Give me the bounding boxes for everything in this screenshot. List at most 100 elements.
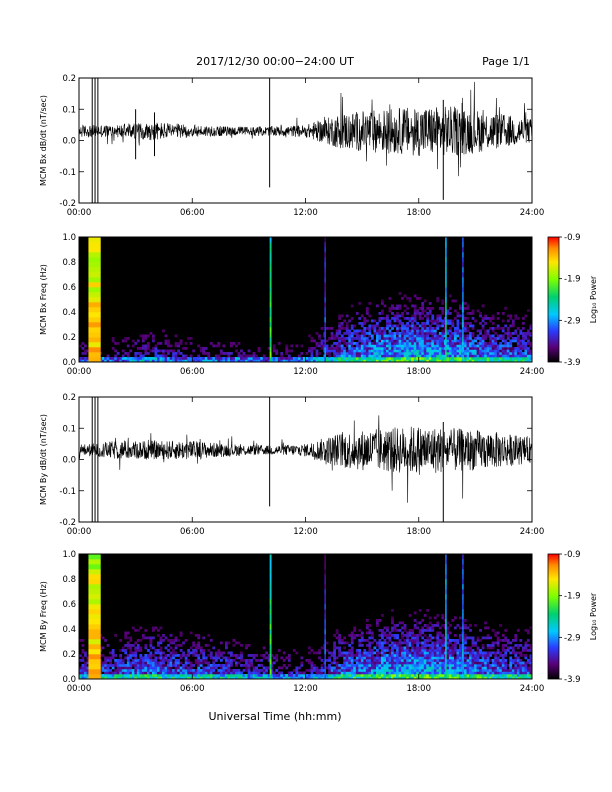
spectrogram-cell xyxy=(370,342,374,345)
y-tick-label: 0.0 xyxy=(62,675,76,685)
spectrogram-cell xyxy=(436,324,440,328)
spectrogram-cell xyxy=(204,656,208,660)
spectrogram-cell xyxy=(504,654,508,657)
spectrogram-cell xyxy=(441,299,445,303)
spectrogram-cell xyxy=(343,676,347,680)
spectrogram-cell xyxy=(529,669,533,672)
spectrogram-cell xyxy=(496,312,500,315)
spectrogram-cell xyxy=(373,354,377,358)
spectrogram-cell xyxy=(368,352,372,355)
spectrogram-cell xyxy=(403,671,407,675)
spectrogram-cell xyxy=(330,654,334,657)
spectrogram-cell xyxy=(489,664,493,667)
spectrogram-cell xyxy=(159,646,163,650)
spectrogram-cell xyxy=(197,664,201,667)
spectrogram-cell xyxy=(393,307,397,310)
spectrogram-cell xyxy=(438,649,442,652)
spectrogram-cell xyxy=(162,664,165,667)
spectrogram-cell xyxy=(411,347,415,350)
spectrogram-cell xyxy=(416,634,420,637)
spectrogram-cell xyxy=(285,359,289,363)
y-tick-label: 0.1 xyxy=(62,424,76,434)
spectrogram-cell xyxy=(453,354,457,358)
spectrogram-cell xyxy=(358,329,362,333)
spectrogram-cell xyxy=(270,669,274,672)
spectrogram-cell xyxy=(383,674,387,677)
spectrogram-cell xyxy=(368,342,372,345)
spectrogram-cell xyxy=(486,674,490,677)
spectrogram-cell xyxy=(194,359,198,363)
spectrogram-cell xyxy=(348,661,352,665)
spectrogram-cell xyxy=(496,666,500,670)
spectrogram-cell xyxy=(451,344,455,348)
spectrogram-cell xyxy=(282,664,286,667)
spectrogram-cell xyxy=(406,349,409,353)
spectrogram-cell xyxy=(365,352,369,355)
spectrogram-cell xyxy=(408,332,412,335)
spectrogram-cell xyxy=(403,641,407,645)
spectrogram-cell xyxy=(280,352,284,355)
spectrogram-cell xyxy=(375,669,379,672)
spectrogram-cell xyxy=(375,324,379,328)
spectrogram-cell xyxy=(438,671,442,675)
spectrogram-cell xyxy=(496,349,500,353)
spectrogram-cell xyxy=(182,674,185,677)
spectrogram-cell xyxy=(474,349,477,353)
spectrogram-cell xyxy=(423,634,427,637)
spectrogram-cell xyxy=(109,357,113,360)
spectrogram-cell xyxy=(157,342,160,345)
spectrogram-cell xyxy=(79,669,82,672)
spectrogram-cell xyxy=(197,666,201,670)
spectrogram-cell xyxy=(167,339,170,343)
spectrogram-cell xyxy=(345,342,349,345)
spectrogram-cell xyxy=(358,651,362,655)
spectrogram-cell xyxy=(159,641,163,645)
spectrogram-cell xyxy=(285,676,289,680)
spectrogram-cell xyxy=(519,354,523,358)
spectrogram-cell xyxy=(428,646,432,650)
broadband-event xyxy=(269,659,272,665)
spectrogram-cell xyxy=(378,619,382,622)
spectrogram-cell xyxy=(308,674,311,677)
spectrogram-cell xyxy=(373,344,377,348)
spectrogram-cell xyxy=(403,674,407,677)
spectrogram-cell xyxy=(355,352,359,355)
spectrogram-cell xyxy=(144,344,148,348)
spectrogram-cell xyxy=(363,651,367,655)
spectrogram-cell xyxy=(136,339,140,343)
spectrogram-cell xyxy=(428,666,432,670)
broadband-event xyxy=(445,569,447,575)
spectrogram-cell xyxy=(516,669,520,672)
spectrogram-cell xyxy=(368,334,372,338)
spectrogram-cell xyxy=(325,674,329,677)
broadband-event xyxy=(88,352,101,358)
spectrogram-cell xyxy=(184,654,188,657)
spectrogram-cell xyxy=(179,669,183,672)
spectrogram-cell xyxy=(275,659,279,662)
spectrogram-cell xyxy=(423,354,427,358)
spectrogram-cell xyxy=(526,666,530,670)
spectrogram-cell xyxy=(348,664,352,667)
spectrogram-cell xyxy=(167,359,170,363)
broadband-event xyxy=(324,624,326,630)
spectrogram-cell xyxy=(222,674,226,677)
spectrogram-cell xyxy=(408,629,412,632)
spectrogram-cell xyxy=(431,319,435,323)
spectrogram-cell xyxy=(260,676,264,680)
broadband-event xyxy=(269,267,272,273)
spectrogram-cell xyxy=(446,342,450,345)
spectrogram-cell xyxy=(350,651,354,655)
spectrogram-cell xyxy=(338,634,342,637)
spectrogram-cell xyxy=(416,651,420,655)
spectrogram-cell xyxy=(348,337,352,340)
spectrogram-cell xyxy=(494,641,498,645)
spectrogram-cell xyxy=(197,644,201,647)
spectrogram-cell xyxy=(282,359,286,363)
broadband-event xyxy=(269,282,272,288)
spectrogram-cell xyxy=(476,656,480,660)
spectrogram-cell xyxy=(476,357,480,360)
spectrogram-cell xyxy=(426,644,430,647)
spectrogram-cell xyxy=(358,676,362,680)
spectrogram-cell xyxy=(129,654,133,657)
spectrogram-cell xyxy=(144,352,148,355)
